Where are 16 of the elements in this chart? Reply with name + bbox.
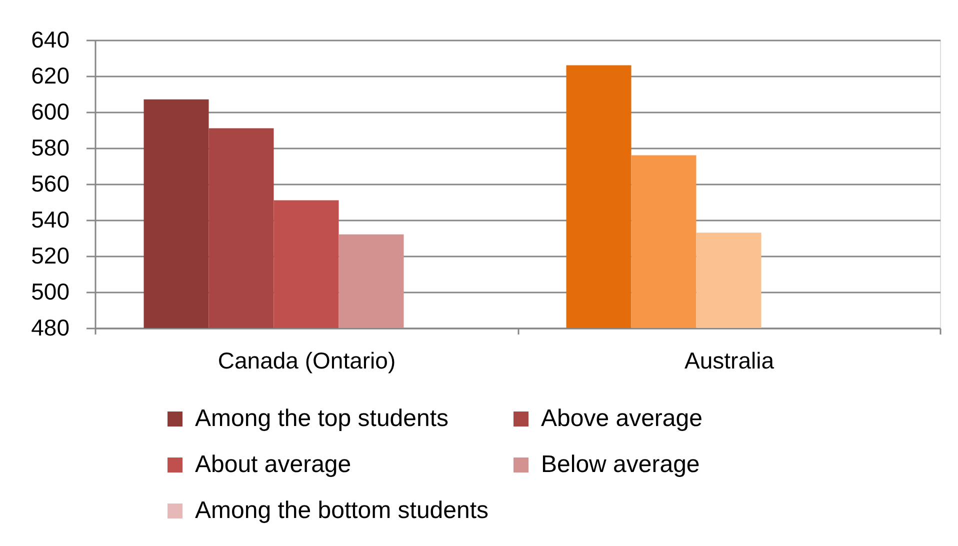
y-tick-label: 540 [31,206,70,232]
legend-label: Below average [541,451,700,478]
x-tick-label: Australia [684,348,774,374]
y-tick-label: 620 [31,62,70,88]
y-tick-label: 640 [31,26,70,52]
legend-label: Among the bottom students [195,497,489,524]
y-tick-label: 580 [31,134,70,160]
y-tick-label: 560 [31,170,70,196]
legend-label: Above average [541,405,702,432]
y-tick-label: 500 [31,278,70,304]
y-tick-label: 480 [31,314,70,340]
legend-label: About average [195,451,352,478]
legend-label: Among the top students [195,405,448,432]
y-tick-label: 600 [31,98,70,124]
y-tick-label: 520 [31,242,70,268]
x-tick-label: Canada (Ontario) [218,348,396,374]
